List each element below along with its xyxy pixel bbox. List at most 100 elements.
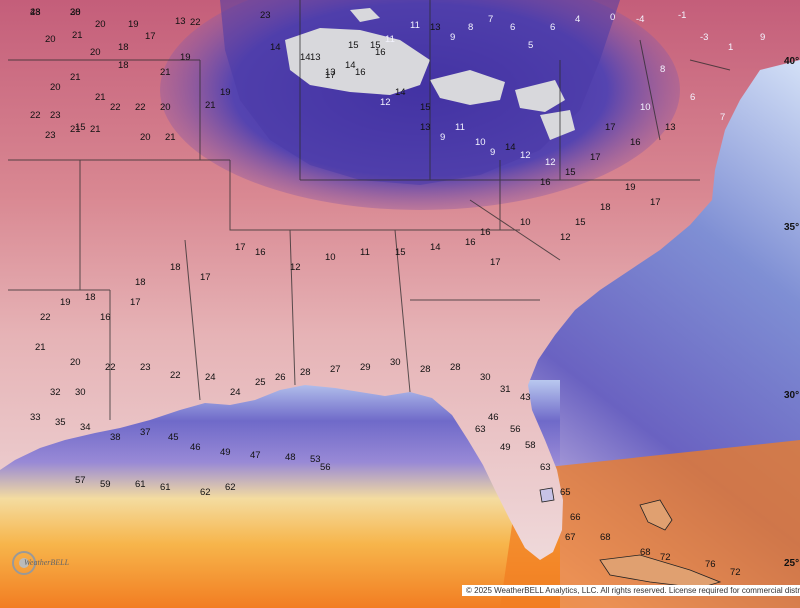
temperature-value: 17 [130, 297, 141, 308]
temperature-value: 25 [255, 377, 266, 388]
temperature-value: 28 [300, 367, 311, 378]
temperature-value: 23 [45, 130, 56, 141]
temperature-value: 49 [500, 442, 511, 453]
temperature-value: 12 [560, 232, 571, 243]
state-boundaries [8, 0, 731, 420]
temperature-value: 20 [160, 102, 171, 113]
temperature-value: 17 [145, 31, 156, 42]
temperature-value: 4 [575, 14, 580, 25]
temperature-value: 34 [80, 422, 91, 433]
snow-patch [430, 70, 505, 105]
temperature-value: 18 [118, 60, 129, 71]
temperature-value: 23 [50, 110, 61, 121]
temperature-value: 11 [410, 20, 420, 31]
temperature-value: 21 [70, 124, 81, 135]
temperature-value: 12 [545, 157, 556, 168]
temperature-value: 7 [488, 14, 493, 25]
temperature-value: 20 [95, 19, 106, 30]
temperature-value: 38 [70, 7, 81, 18]
temperature-value: 72 [660, 552, 671, 563]
temperature-value: 6 [690, 92, 695, 103]
temperature-value: 12 [380, 97, 391, 108]
temperature-value: 15 [348, 40, 359, 51]
snow-patch [515, 80, 565, 112]
lake-okeechobee [539, 487, 555, 503]
temperature-value: 46 [190, 442, 201, 453]
temperature-value: 22 [30, 110, 41, 121]
latitude-label-35: 35° [784, 222, 799, 233]
temperature-value: 35 [55, 417, 66, 428]
temperature-value: 11 [455, 122, 465, 133]
weatherbell-logo: WeatherBELL [10, 548, 82, 578]
temperature-value: 30 [75, 387, 86, 398]
temperature-value: 27 [330, 364, 341, 375]
temperature-value: 17 [235, 242, 246, 253]
temperature-value: 49 [220, 447, 231, 458]
temperature-value: 13 [420, 122, 431, 133]
copyright-notice: © 2025 WeatherBELL Analytics, LLC. All r… [462, 585, 800, 596]
temperature-value: 56 [320, 462, 331, 473]
temperature-value: 0 [610, 12, 615, 23]
temperature-value: 46 [488, 412, 499, 423]
logo-swirl-icon [12, 551, 36, 575]
temperature-value: 16 [100, 312, 111, 323]
temperature-value: 20 [70, 357, 81, 368]
temperature-value: 16 [465, 237, 476, 248]
temperature-value: 21 [95, 92, 106, 103]
temperature-value: 21 [165, 132, 176, 143]
temperature-value: -4 [636, 14, 644, 25]
temperature-value: 15 [565, 167, 576, 178]
temperature-value: 14 [345, 60, 356, 71]
temperature-value: 21 [70, 72, 81, 83]
temperature-value: 11 [360, 247, 370, 258]
temperature-value: 14 [505, 142, 516, 153]
temperature-value: 45 [168, 432, 179, 443]
temperature-value: 48 [285, 452, 296, 463]
temperature-value: 7 [720, 112, 725, 123]
temperature-value: 22 [190, 17, 201, 28]
temperature-value: 18 [135, 277, 146, 288]
temperature-value: 17 [200, 272, 211, 283]
temperature-value: 17 [650, 197, 661, 208]
temperature-value: 23 [260, 10, 271, 21]
temperature-value: 68 [640, 547, 651, 558]
temperature-value: 22 [110, 102, 121, 113]
temperature-value: 13 [430, 22, 441, 33]
temperature-value: -1 [678, 10, 686, 21]
temperature-value: 15 [395, 247, 406, 258]
temperature-value: 20 [50, 82, 61, 93]
temperature-value: 18 [118, 42, 129, 53]
temperature-value: 13 [310, 52, 321, 63]
temperature-value: 15 [370, 40, 381, 51]
temperature-value: 9 [760, 32, 765, 43]
temperature-value: 19 [180, 52, 191, 63]
temperature-value: 22 [105, 362, 116, 373]
temperature-value: 12 [520, 150, 531, 161]
temperature-value: 16 [355, 67, 366, 78]
temperature-value: 8 [660, 64, 665, 75]
latitude-label-40: 40° [784, 56, 799, 67]
temperature-value: 21 [35, 342, 46, 353]
temperature-value: 57 [75, 475, 86, 486]
temperature-value: 9 [440, 132, 445, 143]
temperature-value: 23 [30, 7, 41, 18]
temperature-value: 9 [450, 32, 455, 43]
temperature-value: 17 [605, 122, 616, 133]
temperature-value: 16 [480, 227, 491, 238]
temperature-value: 21 [160, 67, 171, 78]
temperature-value: 12 [290, 262, 301, 273]
temperature-value: 63 [475, 424, 486, 435]
temperature-value: 16 [540, 177, 551, 188]
temperature-value: 10 [640, 102, 651, 113]
temperature-value: 18 [600, 202, 611, 213]
temperature-value: 28 [450, 362, 461, 373]
temperature-value: 22 [170, 370, 181, 381]
temperature-value: 14 [300, 52, 311, 63]
temperature-value: 18 [85, 292, 96, 303]
temperature-value: 17 [590, 152, 601, 163]
temperature-value: 19 [220, 87, 231, 98]
temperature-value: 62 [225, 482, 236, 493]
temperature-value: 21 [90, 124, 101, 135]
temperature-value: 15 [575, 217, 586, 228]
